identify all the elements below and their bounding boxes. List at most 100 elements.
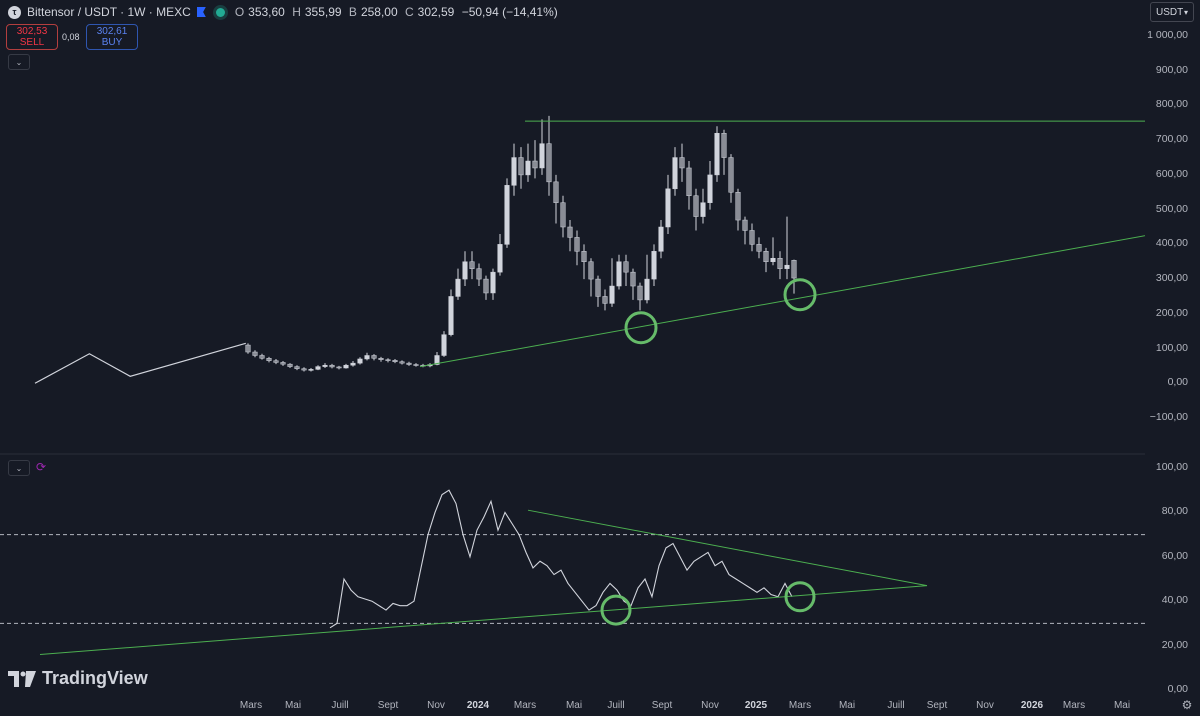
candle [595, 275, 601, 307]
candle [679, 143, 685, 182]
candle [343, 363, 349, 369]
candle-body [539, 143, 545, 169]
candle [546, 115, 552, 196]
candle [665, 174, 671, 234]
candle-body [364, 355, 370, 360]
buy-button[interactable]: 302,61 BUY [86, 24, 138, 50]
buy-price: 302,61 [96, 26, 128, 37]
highlight-circle [783, 278, 817, 312]
time-axis-label: Juill [607, 700, 625, 711]
candle-body [504, 185, 510, 245]
candle [371, 354, 377, 361]
sell-button[interactable]: 302,53 SELL [6, 24, 58, 50]
candle [728, 154, 734, 203]
collapse-legend-button[interactable]: ⌄ [8, 54, 30, 70]
currency-label: USDT [1156, 6, 1184, 18]
price-axis-label: 200,00 [1155, 306, 1188, 319]
price-axis-label: 700,00 [1155, 133, 1188, 146]
candle-body [322, 364, 328, 367]
candle [280, 361, 286, 366]
candle-body [343, 364, 349, 369]
bittensor-logo-icon: τ [8, 5, 21, 19]
symbol-title[interactable]: Bittensor / USDT · 1W · MEXC [27, 5, 191, 19]
tradingview-logo[interactable]: TradingView [8, 668, 148, 689]
candle-body [791, 260, 797, 279]
candle-body [497, 244, 503, 273]
candle [749, 223, 755, 252]
candle [721, 129, 727, 175]
rsi-axis-label: 100,00 [1155, 461, 1188, 473]
candle [504, 178, 510, 248]
currency-selector[interactable]: USDT ▾ [1150, 2, 1194, 22]
time-axis-label: Nov [701, 700, 719, 711]
candle-body [273, 360, 279, 363]
rsi-pane [0, 489, 1145, 629]
candle-body [259, 355, 265, 359]
time-axis-label: Juill [331, 700, 349, 711]
candle [322, 363, 328, 368]
rsi-axis-label: 60,00 [1161, 549, 1188, 562]
ohlc-values: O 353,60 H 355,99 B 258,00 C 302,59 −50,94 (… [234, 5, 558, 19]
candle [308, 367, 314, 372]
candle-body [763, 251, 769, 262]
candle [651, 244, 657, 287]
candle [714, 126, 720, 182]
candle-body [301, 368, 307, 371]
candle [532, 140, 538, 179]
tradingview-logo-icon [8, 670, 36, 687]
candle-body [294, 366, 300, 369]
candle [448, 289, 454, 337]
candle-body [693, 195, 699, 217]
candle [658, 220, 664, 259]
candle-body [490, 271, 496, 294]
tradingview-wordmark: TradingView [42, 668, 148, 688]
candle-body [406, 362, 412, 365]
candle-body [546, 143, 552, 183]
time-axis-label: Mai [1113, 700, 1131, 711]
candle-body [714, 132, 720, 176]
candle [539, 119, 545, 175]
candle-body [413, 364, 419, 366]
candle [413, 363, 419, 367]
candle [476, 263, 482, 287]
candle-body [378, 358, 384, 360]
gear-icon[interactable]: ⚙ [1181, 698, 1193, 712]
candle-body [350, 362, 356, 366]
flag-icon[interactable] [196, 7, 206, 17]
candle-body [266, 358, 272, 361]
candle [266, 356, 272, 363]
candle [574, 230, 580, 266]
candle [490, 268, 496, 300]
candle [567, 220, 573, 252]
candle-body [315, 366, 321, 370]
indicator-loading-icon: ⟳ [36, 460, 47, 474]
candle-body [630, 271, 636, 287]
candle-body [441, 334, 447, 356]
candle [483, 275, 489, 300]
candle-body [518, 157, 524, 176]
candle-body [399, 361, 405, 364]
candle [707, 161, 713, 210]
candle [581, 244, 587, 280]
candle-body [588, 261, 594, 280]
price-pane [34, 115, 797, 384]
candle [511, 143, 517, 196]
candle-body [770, 258, 776, 262]
time-axis-label: Mars [1062, 700, 1086, 711]
price-axis-label: 0,00 [1167, 376, 1188, 389]
candle-body [476, 268, 482, 280]
candle-body [392, 360, 398, 362]
highlight-circle [784, 581, 816, 613]
candle-body [602, 296, 608, 304]
time-axis-label: Nov [976, 700, 994, 711]
candle-body [679, 157, 685, 169]
candle [385, 358, 391, 363]
collapse-indicator-button[interactable]: ⌄ [8, 460, 30, 476]
time-axis-label: Mars [513, 700, 537, 711]
time-axis-label: Sept [651, 700, 673, 711]
candle-body [749, 230, 755, 245]
candle [630, 268, 636, 300]
candle-body [357, 358, 363, 364]
candle [616, 254, 622, 290]
